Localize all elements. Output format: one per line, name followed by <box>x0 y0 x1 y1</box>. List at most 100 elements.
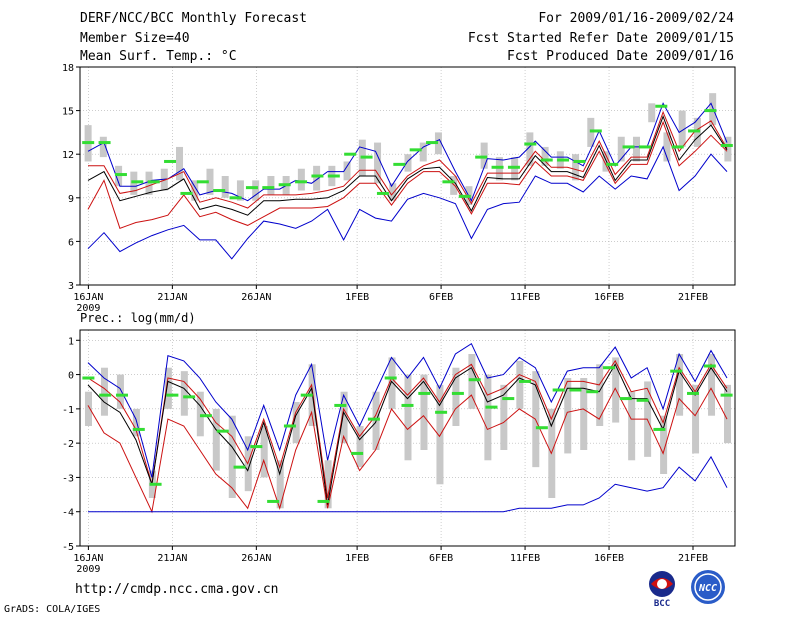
prec-spread-box <box>196 391 204 437</box>
temp-median-mark <box>573 159 586 163</box>
temp-xtick-label: 1FEB <box>345 292 369 303</box>
temp-median-mark <box>638 145 651 149</box>
ncc-logo-ring <box>694 573 722 601</box>
temp-median-mark <box>344 152 357 156</box>
bcc-logo-center <box>657 579 667 589</box>
temp-xtick-label: 26JAN <box>241 292 271 303</box>
temp-median-mark <box>147 180 160 184</box>
temp-median-mark <box>393 162 406 166</box>
temp-ytick-label: 9 <box>68 194 74 205</box>
temp-median-mark <box>524 142 537 146</box>
temp-spread-box <box>617 136 625 162</box>
temp-spread-box <box>191 180 199 201</box>
temp-ytick-label: 15 <box>62 107 74 118</box>
prec-ytick-label: -3 <box>62 473 74 484</box>
prec-spread-box <box>324 460 332 509</box>
temp-ytick-label: 3 <box>68 281 74 292</box>
prec-ytick-label: -5 <box>62 542 74 553</box>
prec-line-mean <box>87 363 728 505</box>
bcc-logo-text: BCC <box>654 599 670 608</box>
prec-median-mark <box>619 397 632 401</box>
prec-median-mark <box>687 391 700 395</box>
prec-spread-box <box>180 371 188 416</box>
prec-median-mark <box>552 388 565 392</box>
temp-median-mark <box>114 173 127 177</box>
precipitation-panel: -5 -4 -3 -2 -1 0 1 16JAN 21JAN 26JAN 1FEB 6FEB 11FEB… <box>62 329 736 575</box>
source-url[interactable]: http://cmdp.ncc.cma.gov.cn <box>75 582 279 597</box>
prec-median-mark <box>367 417 380 421</box>
temp-spread-box <box>648 103 656 123</box>
temp-line-mean <box>87 114 728 216</box>
temp-line-outer-max <box>87 102 728 202</box>
prec-median-mark <box>199 414 212 418</box>
temperature-panel: 3 6 9 12 15 18 16JAN 21JAN 26JAN 1FEB 6FEB 11FEB 16F… <box>62 63 736 314</box>
temp-median-mark <box>704 109 717 113</box>
prec-median-mark <box>519 379 532 383</box>
prec-median-mark <box>267 499 280 503</box>
prec-spread-box <box>708 354 716 416</box>
prec-ytick-label: 1 <box>68 336 74 347</box>
prec-median-mark <box>250 445 263 449</box>
temp-line-inner-max <box>88 110 728 209</box>
prec-xtick-label: 21JAN <box>157 553 187 564</box>
prec-spread-box <box>276 460 284 509</box>
temp-median-mark <box>98 141 111 145</box>
temp-median-mark <box>688 129 701 133</box>
temp-spread-box <box>663 132 671 162</box>
prec-spread-box <box>596 364 604 426</box>
temp-spread-box <box>206 168 214 195</box>
prec-spread-box <box>580 378 588 450</box>
temp-spread-box <box>343 161 351 181</box>
prec-median-mark <box>132 427 145 431</box>
temp-line-outer-min <box>87 145 728 260</box>
precip-panel-title: Prec.: log(mm/d) <box>80 311 196 325</box>
temp-median-mark <box>606 162 619 166</box>
member-size-label: Member Size=40 <box>80 31 190 46</box>
prec-median-mark <box>283 424 296 428</box>
temp-spread-box <box>99 136 107 158</box>
temp-median-mark <box>475 155 488 159</box>
temp-spread-box <box>313 165 321 191</box>
prec-spread-box <box>660 415 668 474</box>
prec-line-outer-max <box>87 342 728 478</box>
temp-median-mark <box>540 158 553 162</box>
temp-spread-box <box>526 132 534 166</box>
prec-median-mark <box>317 499 330 503</box>
prec-median-mark <box>334 403 347 407</box>
prec-median-mark <box>703 364 716 368</box>
prec-spread-box <box>404 374 412 461</box>
temp-xtick-label: 16FEB <box>594 292 624 303</box>
temp-median-mark <box>376 191 389 195</box>
variable-label: Mean Surf. Temp.: °C <box>80 49 237 64</box>
prec-spread-box <box>356 426 364 468</box>
prec-median-mark <box>401 403 414 407</box>
temp-median-mark <box>278 183 291 187</box>
prec-spread-box <box>244 436 252 492</box>
temp-median-mark <box>507 165 520 169</box>
prec-spread-box <box>228 415 236 498</box>
prec-spread-box <box>292 402 300 444</box>
prec-frame <box>79 329 736 547</box>
temp-ytick-label: 12 <box>62 150 74 161</box>
prec-xtick-label: 1FEB <box>345 553 369 564</box>
produced-date-label: Fcst Produced Date 2009/01/16 <box>507 49 734 64</box>
temp-median-mark <box>262 186 275 190</box>
temp-median-mark <box>311 174 324 178</box>
temp-spread-box <box>572 154 580 181</box>
prec-ytick-label: 0 <box>68 371 74 382</box>
prec-xtick-label: 11FEB <box>510 553 540 564</box>
prec-xtick-label: 6FEB <box>429 553 453 564</box>
prec-spread-box <box>260 426 268 478</box>
temp-median-mark <box>229 196 242 200</box>
prec-ytick-label: -4 <box>62 508 74 519</box>
temp-spread-box <box>236 180 244 201</box>
ncc-logo-disc <box>691 570 725 604</box>
prec-spread-box <box>692 384 700 454</box>
prec-median-mark <box>99 393 112 397</box>
prec-median-mark <box>435 410 448 414</box>
temp-spread-box <box>389 183 397 201</box>
prec-median-mark <box>485 405 498 409</box>
prec-year-label: 2009 <box>76 564 100 575</box>
temp-xtick-label: 21JAN <box>157 292 187 303</box>
